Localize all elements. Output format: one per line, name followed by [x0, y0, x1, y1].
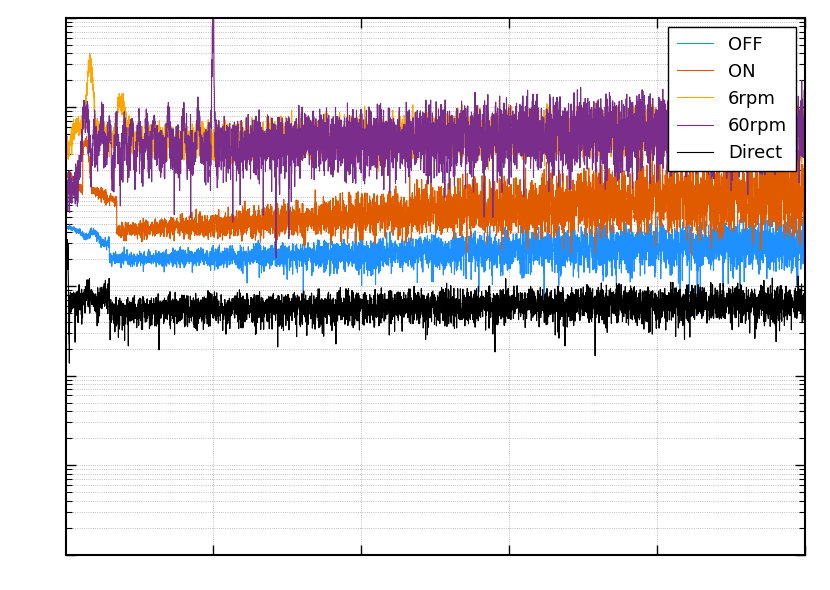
- 60rpm: [669, 139, 679, 146]
- Line: ON: ON: [66, 136, 805, 255]
- 60rpm: [613, 139, 622, 146]
- 6rpm: [344, 136, 354, 143]
- ON: [196, 222, 206, 229]
- ON: [505, 218, 515, 225]
- OFF: [344, 244, 354, 251]
- 60rpm: [61, 191, 71, 198]
- ON: [686, 251, 696, 258]
- Direct: [542, 313, 552, 320]
- OFF: [669, 254, 679, 261]
- OFF: [505, 244, 515, 251]
- OFF: [692, 312, 702, 319]
- ON: [669, 201, 679, 208]
- OFF: [542, 234, 552, 241]
- OFF: [800, 261, 810, 268]
- Line: OFF: OFF: [66, 213, 805, 316]
- Legend: OFF, ON, 6rpm, 60rpm, Direct: OFF, ON, 6rpm, 60rpm, Direct: [668, 27, 796, 171]
- OFF: [613, 230, 622, 237]
- 6rpm: [505, 125, 515, 132]
- ON: [344, 195, 354, 202]
- Direct: [62, 236, 72, 243]
- 60rpm: [542, 148, 552, 155]
- 6rpm: [800, 142, 810, 149]
- 60rpm: [344, 148, 354, 155]
- 6rpm: [542, 120, 552, 127]
- Line: 6rpm: 6rpm: [66, 53, 805, 176]
- OFF: [759, 209, 769, 217]
- 60rpm: [800, 125, 810, 132]
- 6rpm: [85, 50, 95, 57]
- 6rpm: [613, 120, 622, 127]
- ON: [613, 195, 622, 202]
- Direct: [800, 296, 810, 303]
- Line: Direct: Direct: [66, 240, 805, 363]
- 60rpm: [208, 12, 218, 19]
- 6rpm: [496, 173, 505, 180]
- ON: [542, 196, 552, 204]
- Line: 60rpm: 60rpm: [66, 15, 805, 258]
- OFF: [196, 259, 206, 266]
- Direct: [344, 307, 354, 314]
- ON: [61, 168, 71, 175]
- 6rpm: [61, 146, 71, 153]
- 60rpm: [196, 150, 206, 158]
- 6rpm: [669, 128, 679, 135]
- Direct: [65, 360, 75, 367]
- Direct: [196, 301, 206, 309]
- Direct: [669, 296, 679, 303]
- Direct: [613, 310, 622, 317]
- 60rpm: [505, 146, 515, 153]
- 60rpm: [271, 254, 281, 261]
- 6rpm: [196, 137, 206, 145]
- ON: [800, 142, 810, 149]
- Direct: [505, 293, 515, 300]
- ON: [81, 133, 91, 140]
- Direct: [61, 243, 71, 250]
- OFF: [61, 224, 71, 231]
